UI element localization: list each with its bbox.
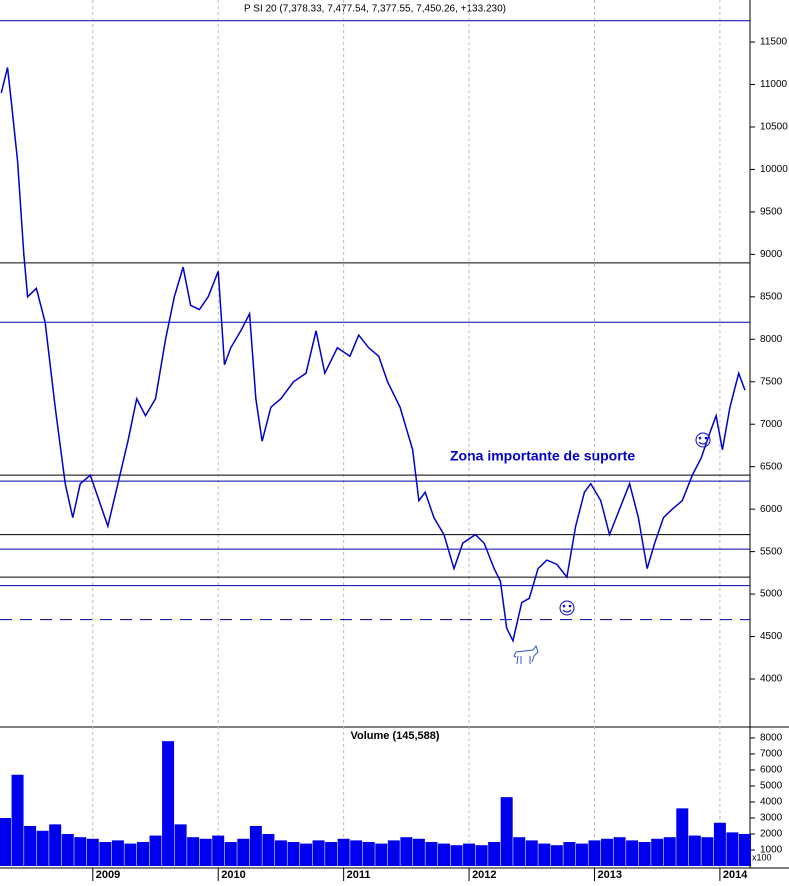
volume-bar: [187, 837, 200, 866]
y-tick-label: 5500: [760, 546, 783, 557]
volume-bar: [312, 840, 325, 866]
volume-bar: [538, 843, 551, 866]
volume-bar: [61, 833, 74, 866]
volume-bar: [49, 824, 62, 866]
volume-bar: [249, 825, 262, 866]
volume-bar: [86, 838, 99, 866]
volume-bar: [676, 808, 689, 866]
y-tick-label: 4000: [760, 674, 783, 685]
volume-bar: [601, 838, 614, 866]
x-tick-label: 2013: [597, 869, 621, 881]
volume-bar: [500, 797, 513, 866]
y-tick-label: 1000: [760, 845, 783, 856]
volume-bar: [713, 822, 726, 866]
y-tick-label: 2000: [760, 829, 783, 840]
volume-bar: [387, 840, 400, 866]
volume-bar: [400, 837, 413, 866]
volume-bar: [663, 837, 676, 866]
volume-bar: [124, 843, 137, 866]
volume-bar: [488, 841, 501, 866]
volume-bar: [563, 841, 576, 866]
volume-bar: [224, 841, 237, 866]
volume-bar: [475, 845, 488, 866]
x-tick-label: 2014: [723, 869, 748, 881]
volume-bar: [287, 841, 300, 866]
volume-bar: [450, 845, 463, 866]
y-tick-label: 4000: [760, 797, 783, 808]
y-tick-label: 7000: [760, 749, 783, 760]
volume-bar: [174, 824, 187, 866]
volume-bar: [738, 833, 751, 866]
volume-bar: [412, 838, 425, 866]
y-tick-label: 8000: [760, 733, 783, 744]
volume-bar: [588, 840, 601, 866]
volume-bar: [262, 833, 275, 866]
y-tick-label: 6500: [760, 461, 783, 472]
volume-bar: [24, 825, 37, 866]
y-tick-label: 6000: [760, 504, 783, 515]
unit-label: x100: [752, 852, 772, 862]
volume-bar: [726, 832, 739, 866]
volume-bar: [0, 817, 12, 866]
volume-title: Volume (145,588): [350, 730, 439, 742]
volume-bar: [300, 843, 313, 866]
volume-bar: [325, 841, 338, 866]
volume-bar: [274, 840, 287, 866]
y-tick-label: 4500: [760, 631, 783, 642]
y-tick-label: 9000: [760, 249, 783, 260]
y-tick-label: 8500: [760, 291, 783, 302]
y-tick-label: 11000: [760, 79, 788, 90]
y-tick-label: 11500: [760, 37, 788, 48]
volume-bar: [375, 843, 388, 866]
volume-bar: [688, 835, 701, 866]
chart-title: P SI 20 (7,378.33, 7,477.54, 7,377.55, 7…: [244, 4, 506, 15]
volume-bar: [36, 830, 49, 866]
volume-bar: [162, 741, 175, 866]
volume-bar: [513, 837, 526, 866]
y-tick-label: 3000: [760, 813, 783, 824]
volume-bar: [550, 845, 563, 866]
x-tick-label: 2009: [96, 869, 120, 881]
volume-bar: [212, 835, 225, 866]
volume-bar: [701, 837, 714, 866]
volume-bar: [425, 841, 438, 866]
y-tick-label: 5000: [760, 781, 783, 792]
volume-bar: [136, 841, 149, 866]
volume-bar: [575, 843, 588, 866]
volume-bar: [638, 841, 651, 866]
volume-bar: [350, 840, 363, 866]
volume-bar: [362, 841, 375, 866]
x-tick-label: 2011: [347, 869, 371, 881]
volume-bar: [111, 840, 124, 866]
price-line: [0, 67, 746, 644]
volume-bar: [613, 837, 626, 866]
volume-bar: [149, 835, 162, 866]
x-tick-label: 2010: [221, 869, 245, 881]
volume-bar: [337, 838, 350, 866]
x-tick-label: 2012: [472, 869, 496, 881]
y-tick-label: 8000: [760, 334, 783, 345]
y-tick-label: 6000: [760, 765, 783, 776]
annotation: Zona importante de suporte: [450, 448, 635, 464]
volume-bar: [463, 843, 476, 866]
y-tick-label: 5000: [760, 589, 783, 600]
volume-bar: [437, 843, 450, 866]
volume-bar: [199, 838, 212, 866]
y-tick-label: 9500: [760, 207, 783, 218]
y-tick-label: 7000: [760, 419, 783, 430]
smiley: [559, 600, 575, 616]
volume-bar: [11, 774, 24, 866]
volume-bar: [626, 840, 639, 866]
y-tick-label: 10000: [760, 164, 788, 175]
volume-bar: [99, 841, 112, 866]
bull-icon: [513, 644, 539, 665]
y-tick-label: 10500: [760, 122, 788, 133]
volume-bar: [525, 840, 538, 866]
volume-bar: [651, 838, 664, 866]
y-tick-label: 7500: [760, 376, 783, 387]
volume-bar: [237, 838, 250, 866]
volume-bar: [74, 837, 87, 866]
